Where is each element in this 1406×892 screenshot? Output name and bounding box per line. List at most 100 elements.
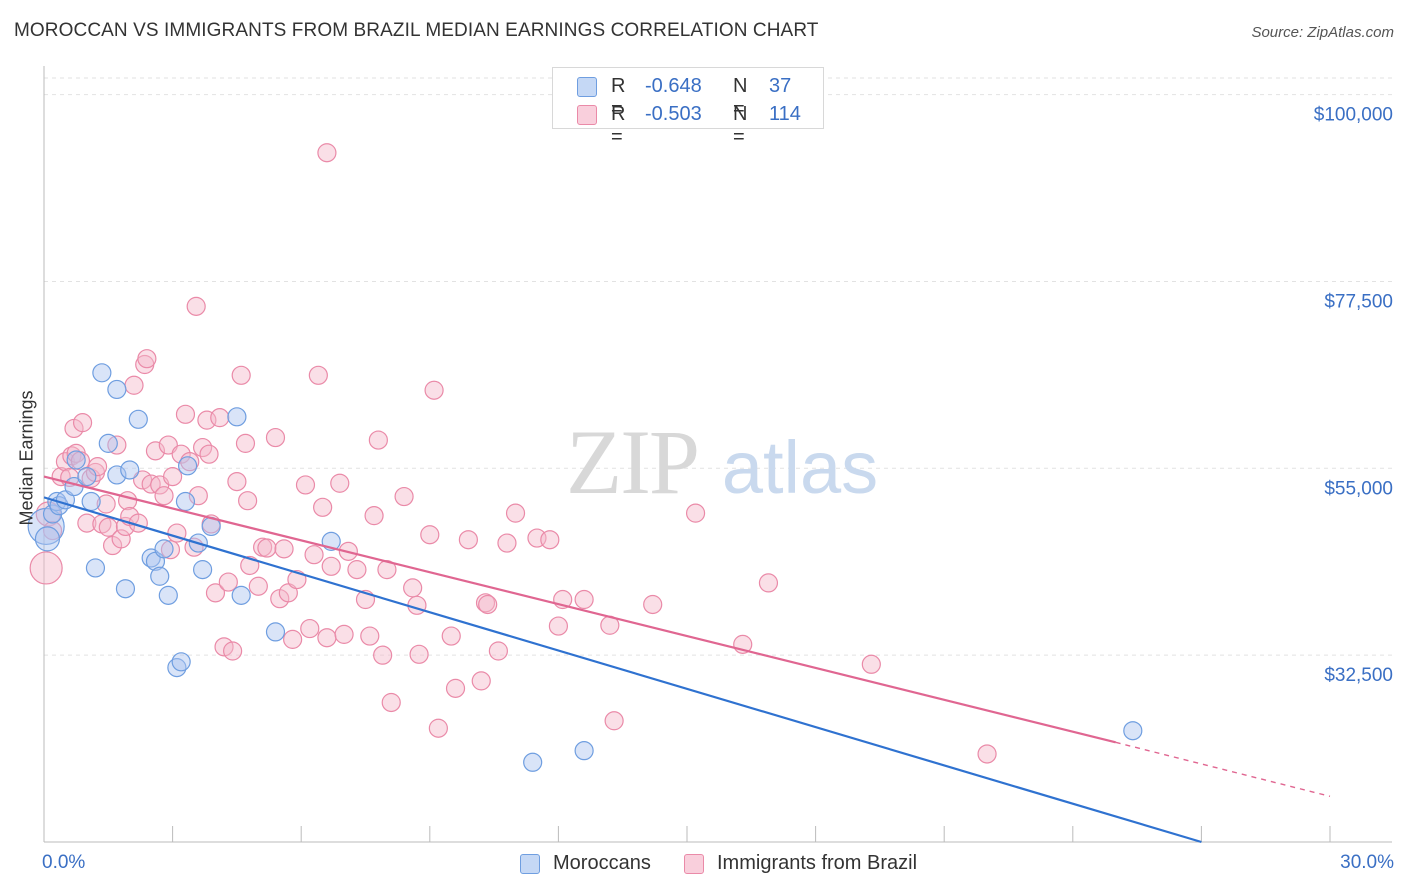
chart-source: Source: ZipAtlas.com [1251,24,1394,41]
trendline-moroccans [43,496,1202,844]
y-tick-label: $77,500 [1324,291,1393,312]
chart-title: MOROCCAN VS IMMIGRANTS FROM BRAZIL MEDIA… [14,20,819,41]
data-point-brazil [210,408,230,428]
data-point-moroccans [98,433,118,453]
data-point-brazil [488,641,508,661]
data-point-brazil [77,513,97,533]
data-point-brazil [861,654,881,674]
correlation-stats-box: R = -0.648 N = 37 R = -0.503 N = 114 [552,67,824,148]
data-point-moroccans [107,379,127,400]
data-point-moroccans [178,456,198,476]
data-point-brazil [347,560,367,580]
stats-n-label: N = [733,75,748,120]
data-point-brazil [186,296,206,316]
data-point-brazil [160,540,181,560]
data-point-moroccans [227,407,247,427]
data-point-brazil [313,497,333,517]
data-point-brazil [424,380,444,400]
data-point-moroccans [77,467,97,487]
y-tick-label: $32,500 [1324,665,1393,686]
data-point-brazil [643,594,663,615]
data-point-brazil [29,551,63,585]
data-point-moroccans [120,460,140,480]
legend-label-brazil: Immigrants from Brazil [717,852,918,874]
data-point-brazil [124,375,144,395]
data-point-brazil [445,678,466,698]
x-tick-max: 30.0% [1340,852,1394,873]
data-point-brazil [758,573,779,593]
data-point-moroccans [574,741,594,761]
data-point-brazil [231,365,251,385]
data-point-moroccans [1123,721,1143,741]
watermark-zip: ZIP [566,411,698,513]
data-point-brazil [394,486,414,507]
data-point-brazil [205,583,226,603]
y-tick-label: $100,000 [1314,105,1393,126]
data-point-brazil [381,692,401,713]
data-point-brazil [604,711,624,731]
x-tick-min: 0.0% [42,852,86,873]
data-point-moroccans [231,585,251,605]
data-point-moroccans [92,363,112,383]
stats-r-value: -0.503 [645,103,702,125]
data-point-brazil [497,533,517,553]
data-point-brazil [98,517,118,537]
stats-r-value: -0.648 [645,75,702,97]
data-point-brazil [227,471,247,492]
data-point-brazil [540,530,560,550]
data-point-moroccans [171,652,191,672]
data-point-brazil [548,616,569,636]
data-point-moroccans [85,558,106,578]
data-point-brazil [428,718,448,738]
data-point-brazil [248,576,268,596]
watermark-atlas: atlas [722,426,878,509]
data-point-moroccans [34,526,61,552]
stats-n-value: 37 [769,75,792,97]
data-point-brazil [321,556,341,576]
data-point-brazil [295,475,316,495]
data-point-brazil [317,143,337,163]
data-point-brazil [163,467,183,487]
data-point-brazil [274,539,294,559]
data-point-brazil [334,624,354,644]
data-point-moroccans [265,622,286,642]
data-point-brazil [42,520,63,541]
stats-swatch-brazil [577,105,597,125]
data-point-brazil [360,626,380,646]
stats-n-value: 114 [769,103,801,125]
data-point-brazil [441,626,461,646]
data-point-brazil [257,538,277,558]
data-point-brazil [478,594,498,615]
data-point-brazil [364,506,384,526]
data-point-brazil [223,641,243,661]
data-point-moroccans [66,450,86,470]
data-point-brazil [368,430,388,450]
stats-r-label: R = [611,75,626,120]
data-point-brazil [235,433,256,453]
data-point-brazil [471,671,491,691]
trendline-brazil-extension [1115,741,1331,798]
data-point-brazil [420,525,440,545]
data-point-moroccans [115,579,136,599]
data-point-moroccans [150,566,170,586]
data-point-brazil [96,494,116,514]
data-point-brazil [111,529,131,549]
data-point-brazil [458,530,478,550]
data-point-moroccans [523,752,543,772]
legend-label-moroccans: Moroccans [553,852,651,874]
data-point-brazil [308,365,328,385]
data-point-brazil [574,589,594,610]
stats-swatch-moroccans [577,77,597,97]
data-point-moroccans [175,491,196,512]
data-point-moroccans [193,560,213,580]
data-point-brazil [300,618,320,639]
trendline-brazil [43,475,1116,744]
data-point-moroccans [107,465,127,485]
data-point-moroccans [158,585,178,605]
data-point-brazil [175,404,196,424]
data-point-brazil [87,457,108,477]
data-point-brazil [330,473,350,493]
data-point-brazil [977,744,997,764]
data-point-brazil [283,629,303,649]
